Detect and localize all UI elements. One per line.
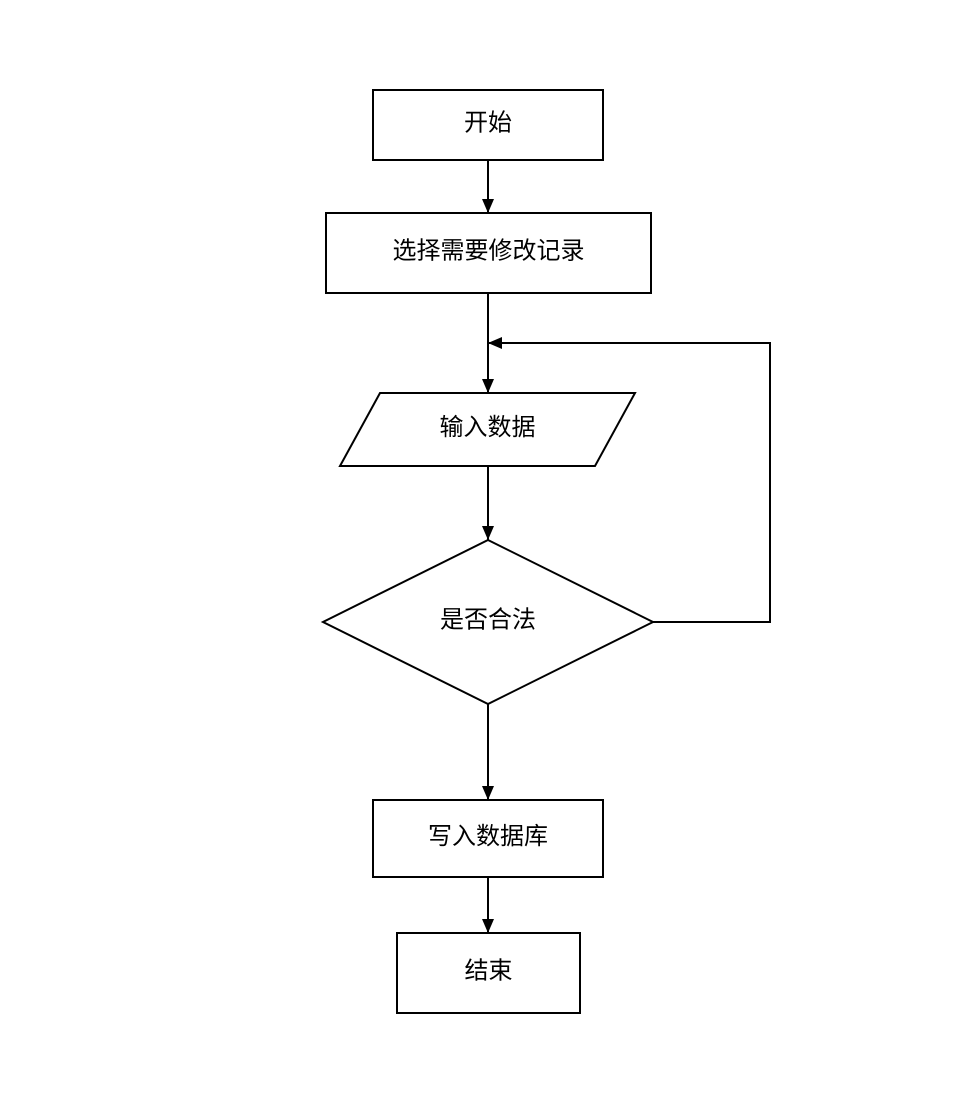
node-end-label: 结束 (465, 958, 513, 985)
flowchart: 开始选择需要修改记录输入数据是否合法写入数据库结束 (0, 0, 976, 1108)
node-write-label: 写入数据库 (428, 823, 548, 850)
node-input-label: 输入数据 (440, 414, 536, 441)
node-start-label: 开始 (464, 110, 512, 137)
node-decision-label: 是否合法 (440, 607, 536, 634)
node-select-label: 选择需要修改记录 (393, 238, 585, 265)
